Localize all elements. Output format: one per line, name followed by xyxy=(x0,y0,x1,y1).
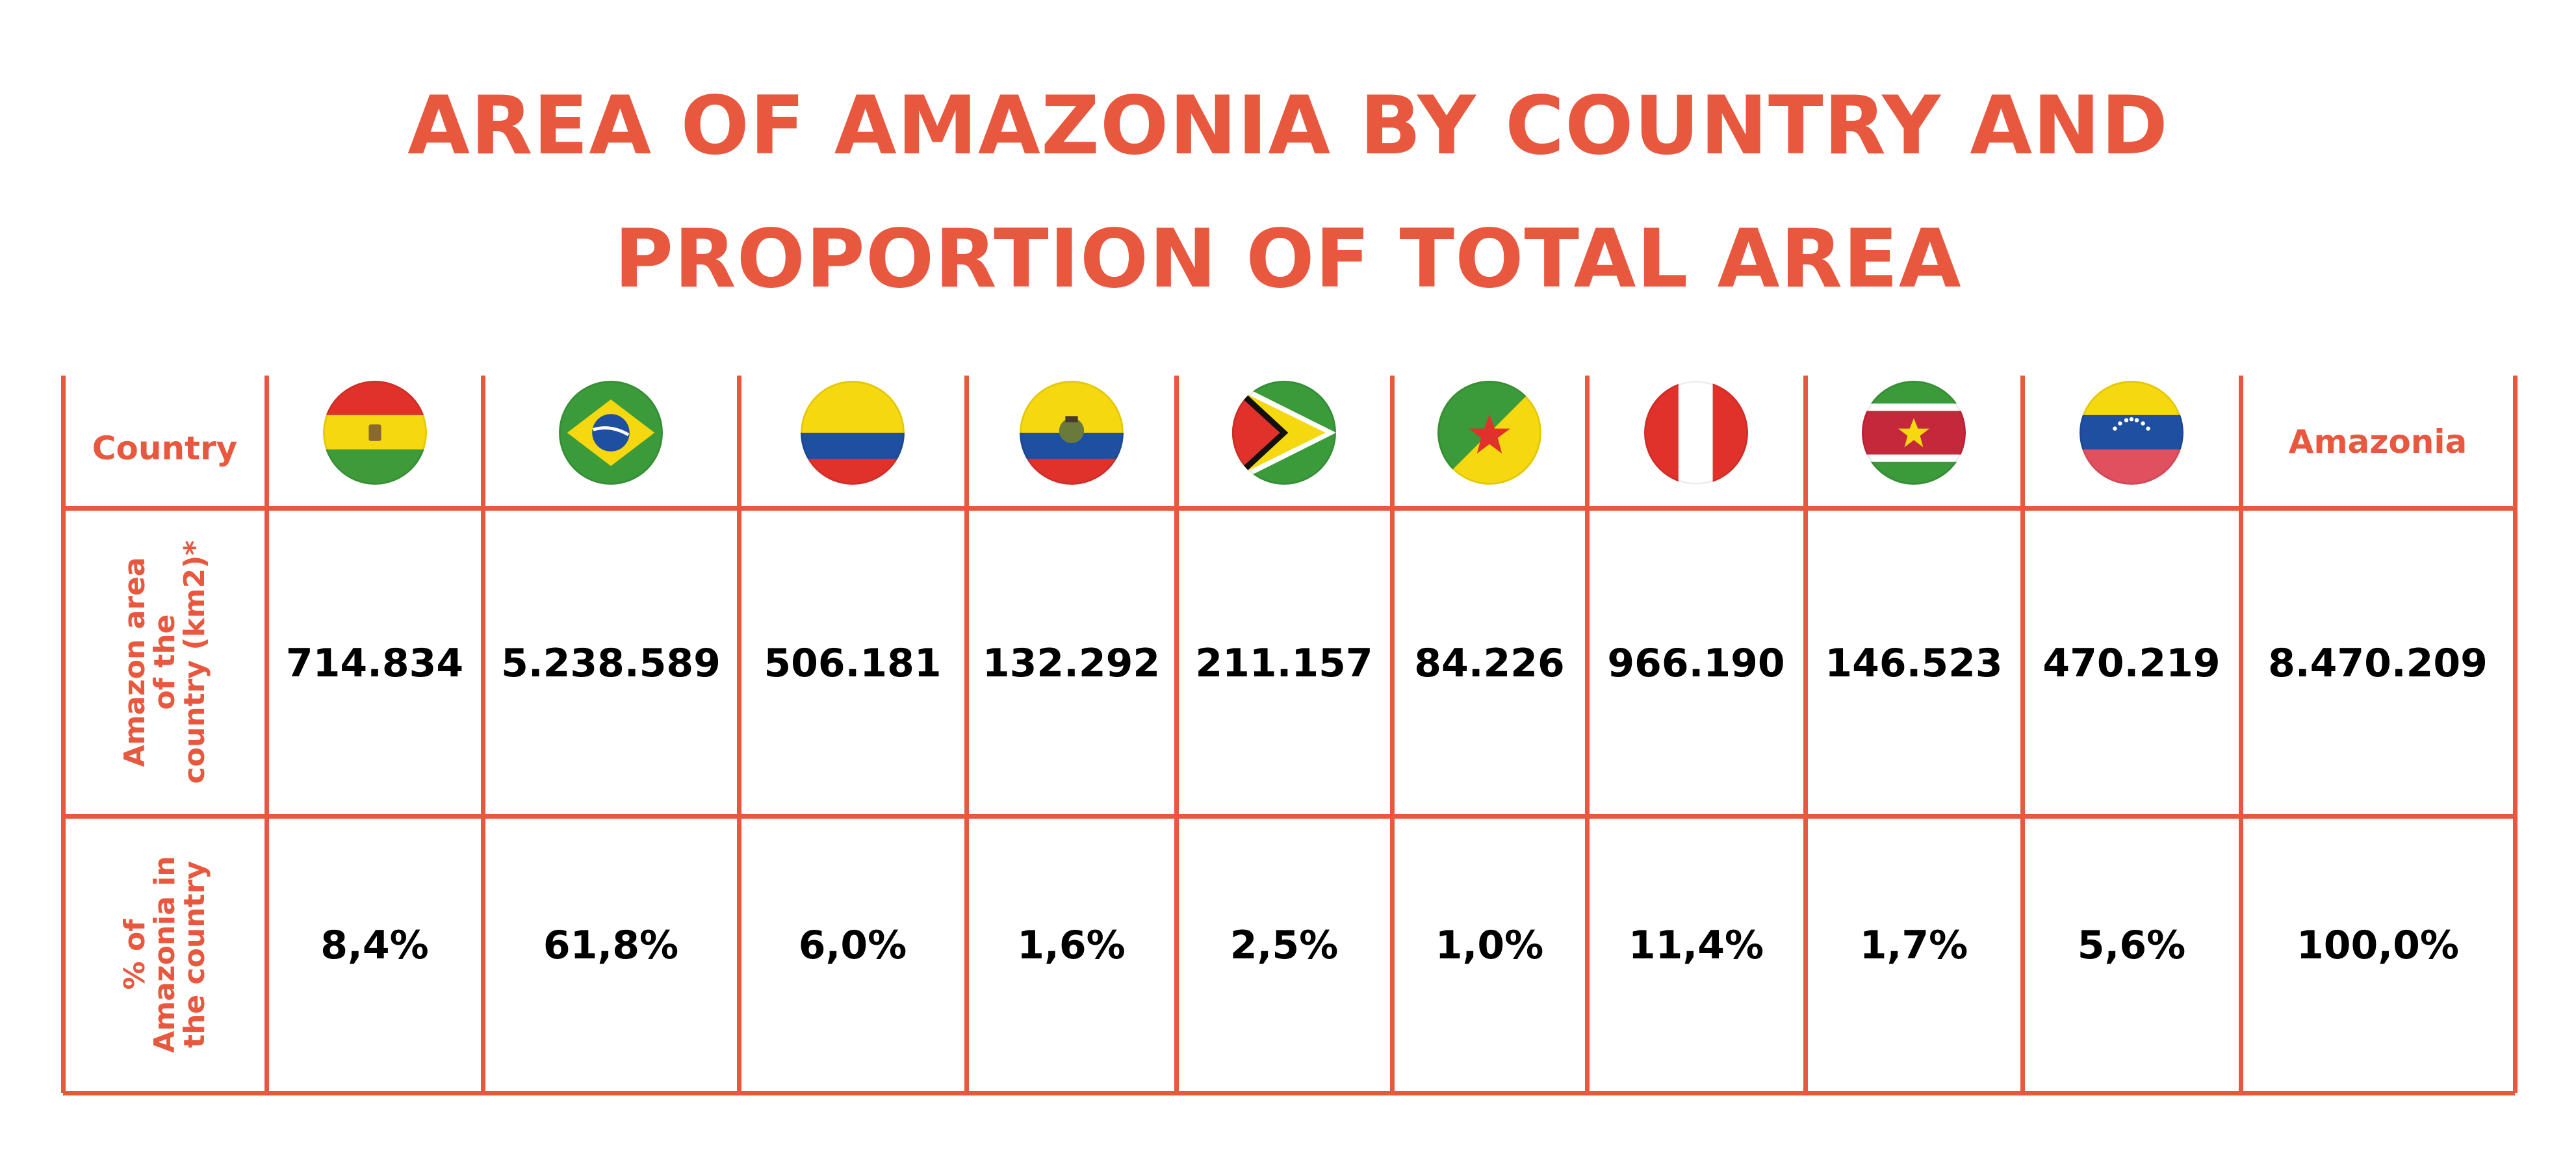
grid-hline xyxy=(63,1090,2515,1095)
area-cell: 470.219 xyxy=(2042,641,2221,686)
area-cell: 132.292 xyxy=(982,641,1161,686)
percent-cell: 100,0% xyxy=(2297,923,2459,968)
area-cell: 714.834 xyxy=(285,641,464,686)
title-line-2: PROPORTION OF TOTAL AREA xyxy=(614,212,1962,306)
area-cell: 8.470.209 xyxy=(2268,641,2488,686)
grid-vline xyxy=(2020,376,2025,1093)
page-title: AREA OF AMAZONIA BY COUNTRY AND PROPORTI… xyxy=(0,60,2576,326)
grid-vline xyxy=(1174,376,1179,1093)
grid-vline xyxy=(1584,376,1590,1093)
area-cell: 5.238.589 xyxy=(501,641,721,686)
grid-vline xyxy=(1803,376,1808,1093)
ecuador-flag-icon xyxy=(1019,381,1124,485)
area-cell: 966.190 xyxy=(1607,641,1785,686)
suriname-flag-icon xyxy=(1862,381,1966,485)
bolivia-flag-icon xyxy=(322,381,427,485)
percent-cell: 11,4% xyxy=(1628,923,1764,968)
percent-cell: 5,6% xyxy=(2077,923,2186,968)
area-cell: 211.157 xyxy=(1195,641,1373,686)
grid-vline xyxy=(2238,376,2243,1093)
percent-cell: 61,8% xyxy=(543,923,679,968)
percent-cell: 1,6% xyxy=(1017,923,1126,968)
grid-hline xyxy=(63,506,2515,511)
french-guiana-flag-icon xyxy=(1437,381,1541,485)
area-cell: 506.181 xyxy=(764,641,942,686)
title-line-1: AREA OF AMAZONIA BY COUNTRY AND xyxy=(407,79,2169,173)
guyana-flag-icon xyxy=(1232,381,1336,485)
grid-vline xyxy=(1389,376,1395,1093)
area-cell: 146.523 xyxy=(1825,641,2003,686)
peru-flag-icon xyxy=(1644,381,1748,485)
grid-vline xyxy=(264,376,269,1093)
header-country-label: Country xyxy=(92,429,238,467)
grid-hline xyxy=(63,813,2515,819)
grid-vline xyxy=(2512,376,2518,1093)
grid-vline xyxy=(736,376,741,1093)
percent-cell: 8,4% xyxy=(320,923,429,968)
percent-cell: 2,5% xyxy=(1230,923,1339,968)
colombia-flag-icon xyxy=(801,381,905,485)
brazil-flag-icon xyxy=(559,381,663,485)
header-amazonia-label: Amazonia xyxy=(2288,423,2467,461)
grid-vline xyxy=(60,376,66,1093)
row-label-percent: % of Amazonia in the country xyxy=(118,856,211,1053)
percent-cell: 6,0% xyxy=(798,923,907,968)
grid-vline xyxy=(480,376,485,1093)
percent-cell: 1,7% xyxy=(1859,923,1968,968)
percent-cell: 1,0% xyxy=(1435,923,1544,968)
row-label-area: Amazon area of the country (km2)* xyxy=(118,540,211,784)
grid-vline xyxy=(964,376,969,1093)
area-cell: 84.226 xyxy=(1414,641,1565,686)
venezuela-flag-icon xyxy=(2080,381,2183,485)
